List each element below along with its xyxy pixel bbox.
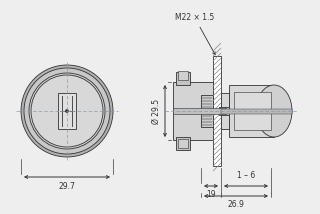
Circle shape [29, 73, 105, 149]
Circle shape [66, 110, 68, 112]
Bar [201, 95, 213, 127]
Ellipse shape [256, 85, 292, 137]
Bar [178, 71, 188, 80]
Text: 26.9: 26.9 [228, 200, 244, 209]
Bar [221, 108, 292, 113]
Bar [229, 85, 274, 137]
Bar [176, 137, 190, 150]
Text: 1 – 6: 1 – 6 [237, 171, 255, 180]
Bar [219, 107, 229, 115]
Bar [234, 92, 271, 130]
Bar [173, 82, 213, 140]
Circle shape [31, 75, 103, 147]
Bar [58, 93, 76, 129]
Bar [221, 93, 229, 129]
Bar [173, 108, 226, 114]
Bar [176, 72, 190, 85]
Circle shape [24, 68, 110, 154]
Bar [213, 56, 221, 166]
Text: 29.7: 29.7 [59, 182, 76, 191]
Text: Ø 29.5: Ø 29.5 [152, 98, 161, 123]
Text: M22 × 1.5: M22 × 1.5 [175, 13, 215, 55]
Circle shape [21, 65, 113, 157]
Bar [178, 139, 188, 148]
Text: 19: 19 [206, 190, 216, 199]
